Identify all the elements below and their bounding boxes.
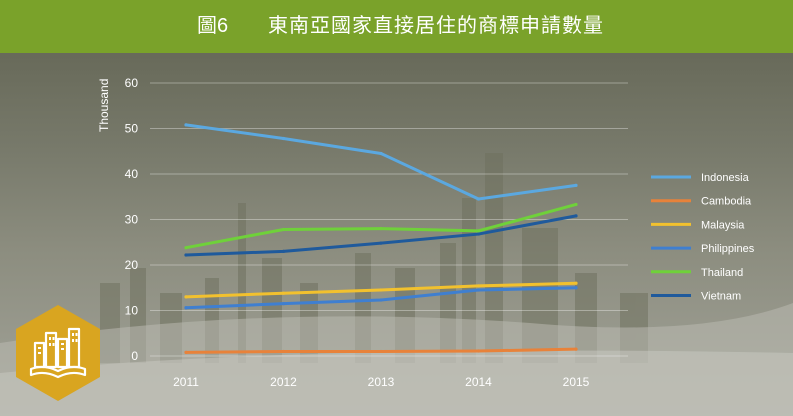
y-tick-label: 0 bbox=[131, 349, 138, 363]
data-point-philippines bbox=[574, 286, 578, 290]
data-point-vietnam bbox=[281, 249, 286, 253]
figure-number: 圖6 bbox=[197, 15, 229, 37]
data-point-cambodia bbox=[476, 349, 481, 353]
data-point-cambodia bbox=[184, 350, 188, 354]
y-axis-label: Thousand bbox=[97, 79, 111, 132]
series-line-indonesia bbox=[184, 123, 578, 201]
city-skyline-background bbox=[0, 153, 793, 416]
data-point-vietnam bbox=[574, 214, 578, 218]
y-axis-ticks: 0 10 20 30 40 50 60 bbox=[125, 76, 139, 363]
data-point-malaysia bbox=[379, 288, 383, 292]
data-point-thailand bbox=[184, 246, 188, 250]
data-point-cambodia bbox=[574, 347, 578, 351]
legend: Indonesia Cambodia Malaysia Philippines Thai… bbox=[651, 172, 755, 303]
x-tick-label: 2013 bbox=[368, 375, 395, 389]
series-lines bbox=[184, 123, 578, 354]
legend-label-indonesia: Indonesia bbox=[701, 172, 750, 184]
data-point-philippines bbox=[281, 302, 286, 306]
gridlines bbox=[150, 82, 628, 357]
title-bar: 圖6 東南亞國家直接居住的商標申請數量 bbox=[0, 0, 793, 53]
y-tick-label: 10 bbox=[125, 304, 139, 318]
data-point-thailand bbox=[379, 227, 383, 231]
data-point-indonesia bbox=[184, 123, 188, 127]
data-point-vietnam bbox=[184, 253, 188, 257]
data-point-malaysia bbox=[281, 291, 286, 295]
data-point-vietnam bbox=[476, 232, 481, 236]
data-point-malaysia bbox=[574, 281, 578, 285]
data-point-indonesia bbox=[379, 151, 383, 156]
data-point-philippines bbox=[184, 306, 188, 310]
data-point-thailand bbox=[281, 227, 286, 232]
x-tick-label: 2012 bbox=[270, 375, 297, 389]
legend-label-vietnam: Vietnam bbox=[701, 291, 741, 303]
data-point-malaysia bbox=[184, 295, 188, 299]
data-point-thailand bbox=[476, 229, 481, 233]
data-point-cambodia bbox=[379, 349, 383, 354]
data-point-indonesia bbox=[281, 136, 286, 141]
y-tick-label: 40 bbox=[125, 167, 139, 181]
data-point-philippines bbox=[379, 298, 383, 302]
data-point-vietnam bbox=[379, 241, 383, 245]
x-tick-label: 2015 bbox=[563, 375, 590, 389]
data-point-malaysia bbox=[476, 284, 481, 288]
data-point-indonesia bbox=[574, 183, 578, 187]
y-tick-label: 30 bbox=[125, 213, 139, 227]
data-point-cambodia bbox=[281, 349, 286, 354]
data-point-philippines bbox=[476, 288, 481, 292]
x-axis-ticks: 2011 2012 2013 2014 2015 bbox=[173, 375, 590, 389]
y-tick-label: 50 bbox=[125, 122, 139, 136]
data-point-thailand bbox=[574, 202, 578, 207]
legend-label-malaysia: Malaysia bbox=[701, 219, 745, 231]
data-point-indonesia bbox=[476, 197, 481, 201]
legend-label-philippines: Philippines bbox=[701, 243, 755, 255]
chart-title: 東南亞國家直接居住的商標申請數量 bbox=[268, 15, 604, 37]
x-tick-label: 2014 bbox=[465, 375, 492, 389]
y-tick-label: 60 bbox=[125, 76, 139, 90]
legend-label-thailand: Thailand bbox=[701, 267, 743, 279]
legend-label-cambodia: Cambodia bbox=[701, 196, 752, 208]
x-tick-label: 2011 bbox=[173, 375, 199, 389]
city-buildings-book-icon bbox=[16, 305, 100, 401]
y-tick-label: 20 bbox=[125, 258, 139, 272]
